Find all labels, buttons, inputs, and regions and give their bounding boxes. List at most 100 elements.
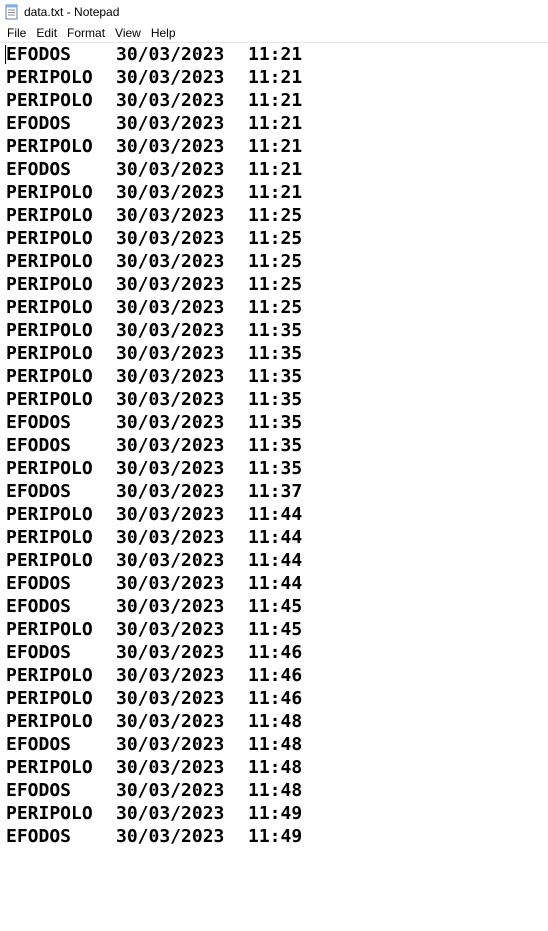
line-date: 30/03/2023 bbox=[116, 757, 225, 778]
line-date: 30/03/2023 bbox=[116, 113, 225, 134]
text-line: PERIPOLO 30/03/2023 11:49 bbox=[6, 802, 548, 825]
line-time: 11:35 bbox=[248, 412, 303, 433]
line-time: 11:49 bbox=[248, 826, 303, 847]
line-time: 11:21 bbox=[248, 113, 303, 134]
line-time: 11:45 bbox=[248, 619, 303, 640]
line-date: 30/03/2023 bbox=[116, 826, 225, 847]
menu-format[interactable]: Format bbox=[67, 26, 106, 40]
line-date: 30/03/2023 bbox=[116, 596, 225, 617]
line-time: 11:21 bbox=[248, 44, 303, 65]
notepad-icon bbox=[4, 4, 20, 20]
line-time: 11:35 bbox=[248, 435, 303, 456]
text-caret bbox=[5, 45, 6, 64]
line-date: 30/03/2023 bbox=[116, 274, 225, 295]
line-date: 30/03/2023 bbox=[116, 412, 225, 433]
text-line: PERIPOLO 30/03/2023 11:48 bbox=[6, 756, 548, 779]
text-editor-area[interactable]: EFODOS 30/03/2023 11:21 PERIPOLO 30/03/2023 1… bbox=[0, 43, 548, 931]
line-time: 11:45 bbox=[248, 596, 303, 617]
line-date: 30/03/2023 bbox=[116, 688, 225, 709]
line-time: 11:25 bbox=[248, 228, 303, 249]
line-name: EFODOS bbox=[6, 435, 72, 456]
line-name: PERIPOLO bbox=[6, 619, 93, 640]
line-time: 11:35 bbox=[248, 343, 303, 364]
line-name: PERIPOLO bbox=[6, 665, 93, 686]
line-time: 11:46 bbox=[248, 688, 303, 709]
line-date: 30/03/2023 bbox=[116, 803, 225, 824]
text-line: PERIPOLO 30/03/2023 11:48 bbox=[6, 710, 548, 733]
text-line: PERIPOLO 30/03/2023 11:46 bbox=[6, 664, 548, 687]
line-date: 30/03/2023 bbox=[116, 619, 225, 640]
text-line: EFODOS 30/03/2023 11:45 bbox=[6, 595, 548, 618]
line-date: 30/03/2023 bbox=[116, 780, 225, 801]
line-name: PERIPOLO bbox=[6, 757, 93, 778]
line-date: 30/03/2023 bbox=[116, 159, 225, 180]
text-line: EFODOS 30/03/2023 11:48 bbox=[6, 779, 548, 802]
line-time: 11:25 bbox=[248, 274, 303, 295]
text-line: EFODOS 30/03/2023 11:46 bbox=[6, 641, 548, 664]
line-name: PERIPOLO bbox=[6, 251, 93, 272]
text-line: PERIPOLO 30/03/2023 11:25 bbox=[6, 250, 548, 273]
line-name: PERIPOLO bbox=[6, 504, 93, 525]
line-time: 11:46 bbox=[248, 642, 303, 663]
text-line: PERIPOLO 30/03/2023 11:21 bbox=[6, 66, 548, 89]
line-date: 30/03/2023 bbox=[116, 458, 225, 479]
line-time: 11:35 bbox=[248, 458, 303, 479]
line-name: EFODOS bbox=[6, 159, 72, 180]
line-name: PERIPOLO bbox=[6, 274, 93, 295]
menu-edit[interactable]: Edit bbox=[36, 26, 58, 40]
line-date: 30/03/2023 bbox=[116, 366, 225, 387]
text-line: PERIPOLO 30/03/2023 11:21 bbox=[6, 89, 548, 112]
text-line: PERIPOLO 30/03/2023 11:35 bbox=[6, 365, 548, 388]
line-time: 11:44 bbox=[248, 527, 303, 548]
line-time: 11:44 bbox=[248, 504, 303, 525]
line-date: 30/03/2023 bbox=[116, 550, 225, 571]
line-time: 11:46 bbox=[248, 665, 303, 686]
line-name: EFODOS bbox=[6, 573, 72, 594]
line-time: 11:48 bbox=[248, 734, 303, 755]
line-time: 11:48 bbox=[248, 780, 303, 801]
line-name: PERIPOLO bbox=[6, 205, 93, 226]
line-name: PERIPOLO bbox=[6, 688, 93, 709]
title-bar[interactable]: data.txt - Notepad bbox=[0, 0, 548, 24]
line-name: PERIPOLO bbox=[6, 458, 93, 479]
text-line: PERIPOLO 30/03/2023 11:44 bbox=[6, 549, 548, 572]
text-line: EFODOS 30/03/2023 11:21 bbox=[6, 112, 548, 135]
text-line: EFODOS 30/03/2023 11:49 bbox=[6, 825, 548, 848]
text-line: EFODOS 30/03/2023 11:35 bbox=[6, 434, 548, 457]
line-name: EFODOS bbox=[6, 596, 72, 617]
menu-view[interactable]: View bbox=[115, 26, 141, 40]
line-time: 11:35 bbox=[248, 389, 303, 410]
line-time: 11:21 bbox=[248, 90, 303, 111]
line-time: 11:48 bbox=[248, 711, 303, 732]
text-line: EFODOS 30/03/2023 11:37 bbox=[6, 480, 548, 503]
line-date: 30/03/2023 bbox=[116, 734, 225, 755]
line-name: PERIPOLO bbox=[6, 297, 93, 318]
line-time: 11:35 bbox=[248, 320, 303, 341]
text-line: PERIPOLO 30/03/2023 11:25 bbox=[6, 227, 548, 250]
text-line: EFODOS 30/03/2023 11:21 bbox=[6, 158, 548, 181]
line-date: 30/03/2023 bbox=[116, 435, 225, 456]
text-line: PERIPOLO 30/03/2023 11:21 bbox=[6, 181, 548, 204]
line-name: PERIPOLO bbox=[6, 90, 93, 111]
line-time: 11:21 bbox=[248, 67, 303, 88]
line-time: 11:48 bbox=[248, 757, 303, 778]
text-line: EFODOS 30/03/2023 11:44 bbox=[6, 572, 548, 595]
line-name: PERIPOLO bbox=[6, 320, 93, 341]
text-line: EFODOS 30/03/2023 11:21 bbox=[6, 43, 548, 66]
menu-file[interactable]: File bbox=[7, 26, 27, 40]
line-date: 30/03/2023 bbox=[116, 573, 225, 594]
window-title: data.txt - Notepad bbox=[24, 5, 120, 19]
line-name: EFODOS bbox=[6, 826, 72, 847]
line-time: 11:49 bbox=[248, 803, 303, 824]
line-time: 11:21 bbox=[248, 182, 303, 203]
line-time: 11:21 bbox=[248, 136, 303, 157]
line-date: 30/03/2023 bbox=[116, 182, 225, 203]
line-time: 11:25 bbox=[248, 205, 303, 226]
line-date: 30/03/2023 bbox=[116, 642, 225, 663]
line-date: 30/03/2023 bbox=[116, 389, 225, 410]
line-name: PERIPOLO bbox=[6, 182, 93, 203]
menu-help[interactable]: Help bbox=[150, 26, 176, 40]
text-line: EFODOS 30/03/2023 11:48 bbox=[6, 733, 548, 756]
line-time: 11:37 bbox=[248, 481, 303, 502]
line-name: PERIPOLO bbox=[6, 343, 93, 364]
